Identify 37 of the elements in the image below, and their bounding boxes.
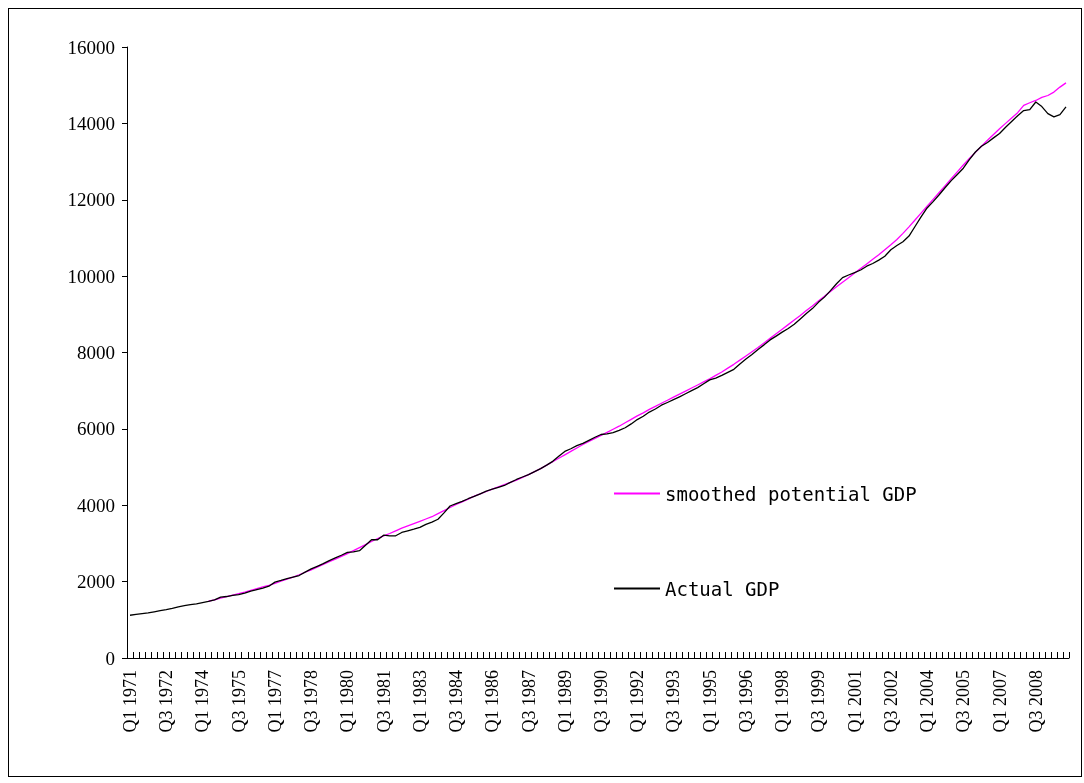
y-tick-label: 14000 [67,112,115,134]
x-tick-label: Q1 1992 [627,670,648,733]
x-tick-label: Q1 1983 [409,670,430,733]
legend-label: Actual GDP [665,577,780,600]
x-tick-label: Q1 1995 [699,670,720,733]
x-tick-label: Q3 1993 [663,670,684,733]
x-tick-label: Q3 2005 [953,670,974,733]
x-tick-label: Q3 1972 [156,670,177,733]
x-tick-label: Q1 2007 [989,670,1010,733]
x-tick-label: Q1 2004 [917,670,938,733]
y-tick-label: 10000 [67,265,115,287]
y-tick-label: 0 [105,647,115,669]
x-tick-label: Q1 1974 [192,670,213,733]
y-tick-label: 6000 [77,418,115,440]
x-tick-label: Q1 1989 [554,670,575,733]
x-tick-label: Q1 1971 [120,670,141,733]
x-tick-label: Q1 1980 [337,670,358,733]
y-tick-label: 8000 [77,342,115,363]
x-tick-label: Q1 1998 [772,670,793,733]
y-tick-label: 4000 [77,494,115,516]
x-tick-label: Q3 1978 [301,670,322,733]
x-tick-label: Q3 1981 [373,670,394,733]
y-tick-label: 16000 [67,36,115,58]
x-tick-label: Q3 2008 [1025,670,1046,733]
x-tick-label: Q3 1975 [228,670,249,733]
x-tick-label: Q3 1996 [735,670,756,733]
x-tick-label: Q3 1987 [518,670,539,733]
x-tick-label: Q1 1986 [482,670,503,733]
x-tick-label: Q1 2001 [844,670,865,733]
x-tick-label: Q1 1977 [264,670,285,733]
x-tick-label: Q3 1984 [446,670,467,733]
legend-label: smoothed potential GDP [665,482,917,505]
y-tick-label: 2000 [77,571,115,593]
x-tick-label: Q3 1999 [808,670,829,733]
y-tick-label: 12000 [67,189,115,211]
x-tick-label: Q3 2002 [880,670,901,733]
x-tick-label: Q3 1990 [591,670,612,733]
